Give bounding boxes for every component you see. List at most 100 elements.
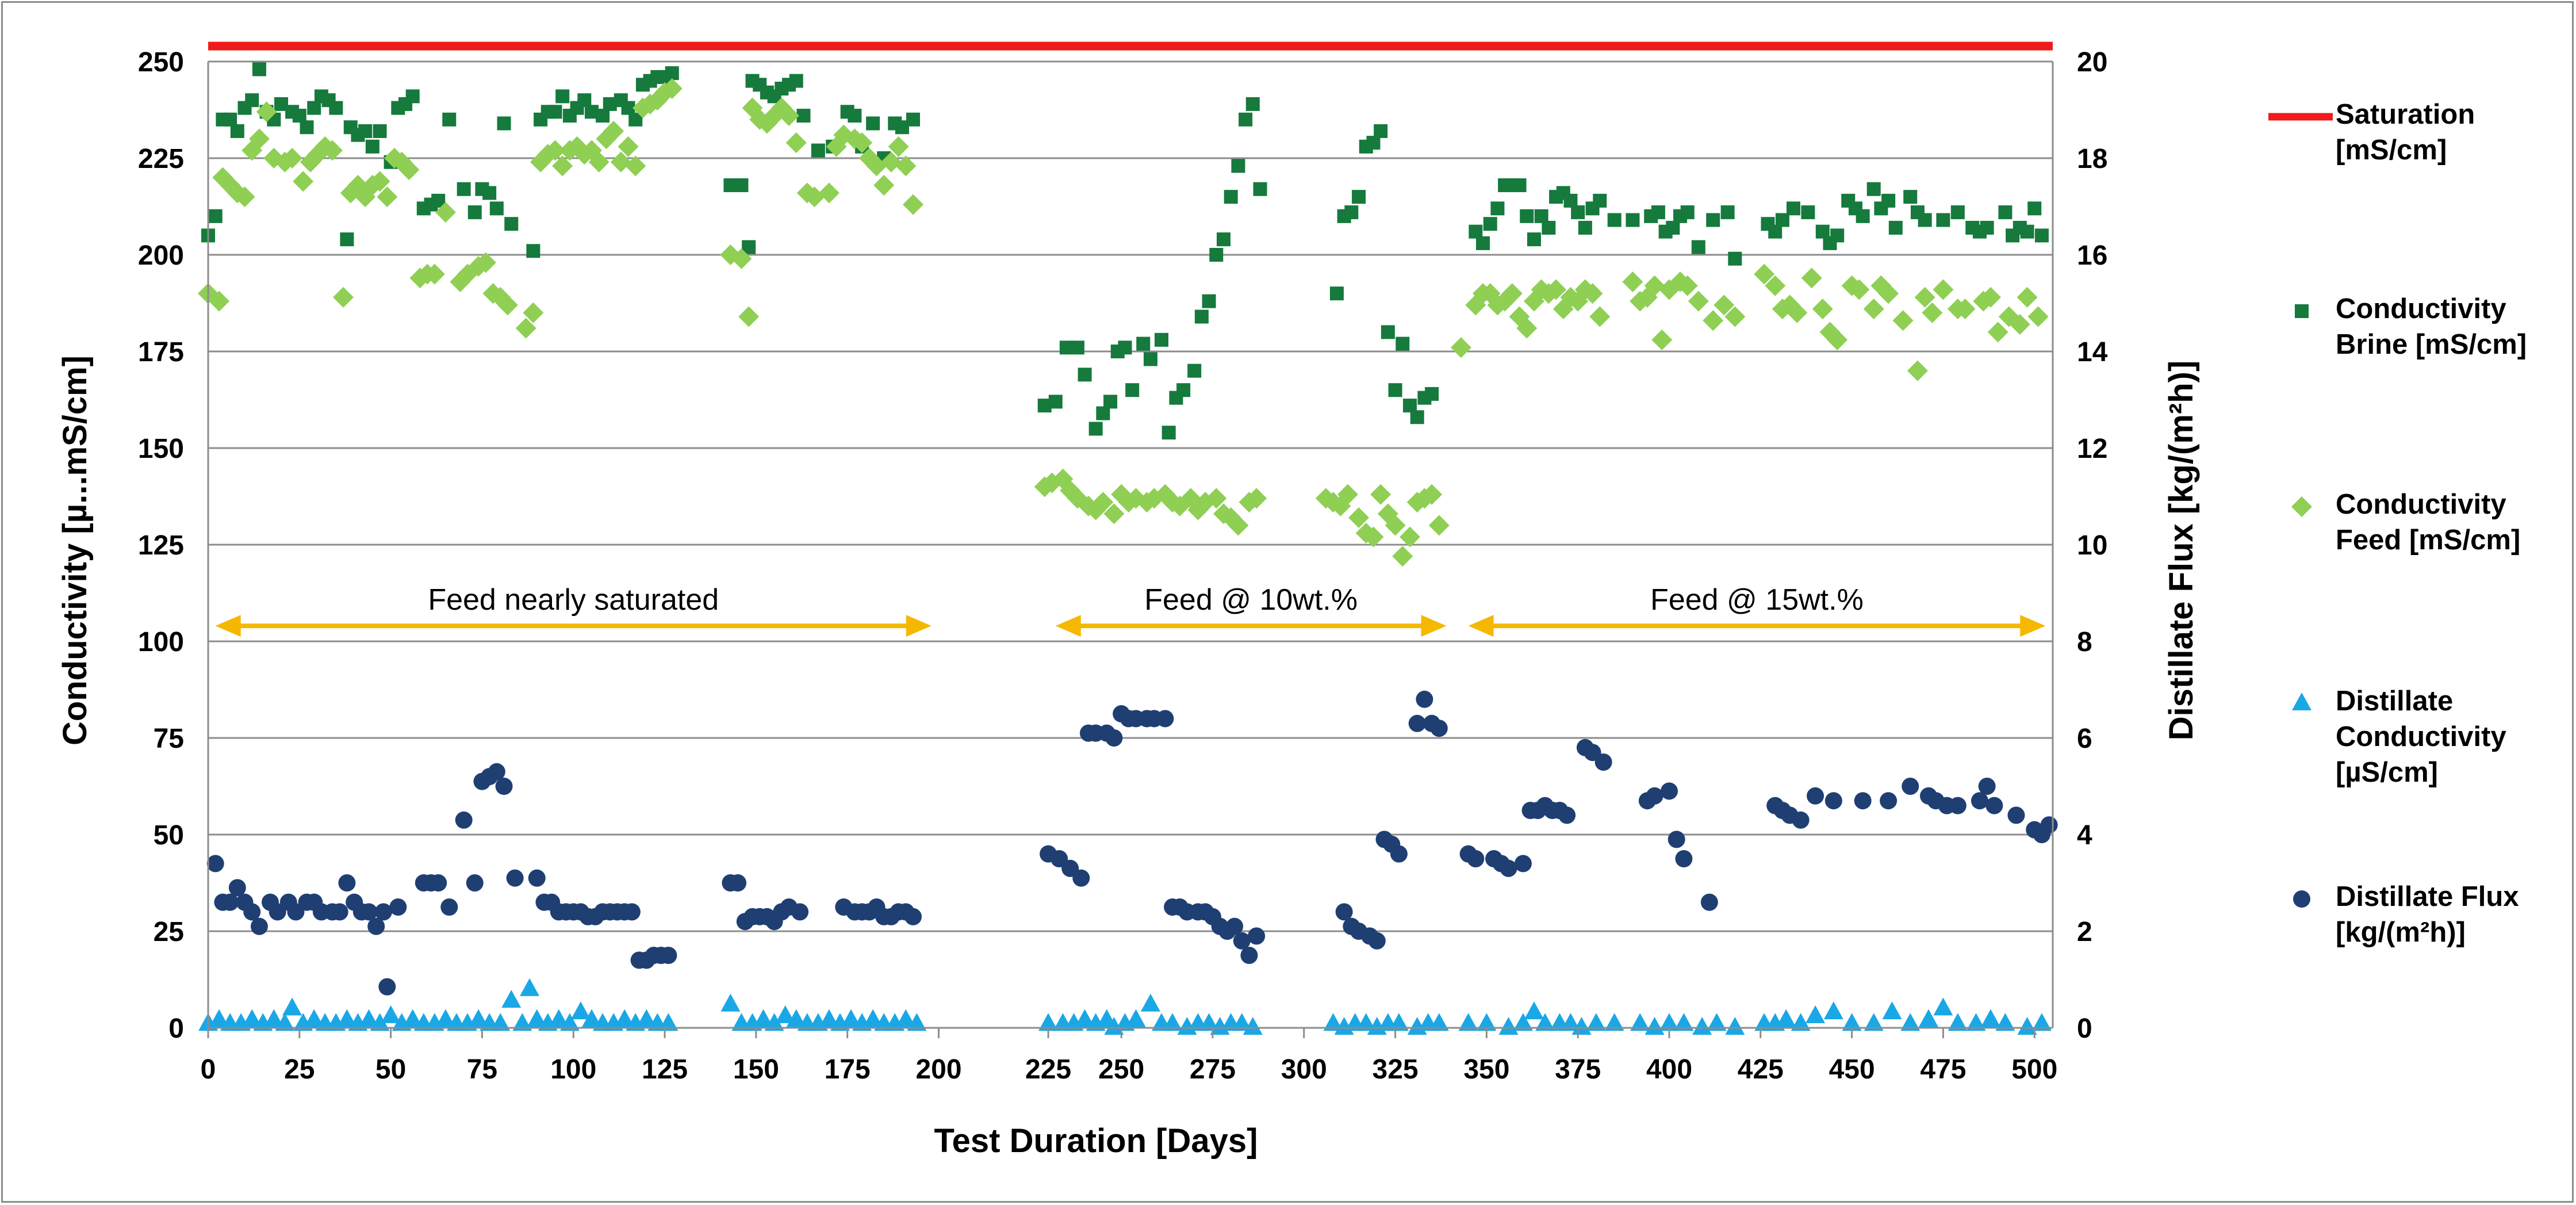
y-left-tick-label: 250 <box>138 47 184 78</box>
brine-conductivity-point <box>1881 193 1896 208</box>
distillate-flux-point <box>1949 797 1966 814</box>
y-right-tick-label: 18 <box>2077 144 2107 174</box>
chart-svg: Feed nearly saturated Feed @ 10wt.% Feed @… <box>56 41 2527 1160</box>
feed-conductivity-point <box>1987 322 2008 343</box>
x-tick-label: 375 <box>1555 1054 1601 1085</box>
feed-conductivity-point <box>1206 488 1227 509</box>
brine-conductivity-point <box>1593 193 1607 208</box>
distillate-conductivity-point <box>764 1013 784 1031</box>
brine-conductivity-point <box>1216 232 1230 247</box>
feed-conductivity-point <box>1246 488 1267 509</box>
feed-conductivity-point <box>1765 275 1786 296</box>
brine-conductivity-point <box>1512 178 1527 193</box>
distillate-flux-point <box>1248 927 1266 945</box>
distillate-conductivity-point <box>1864 1013 1884 1031</box>
brine-conductivity-point <box>1209 248 1224 262</box>
y-right-tick-label: 2 <box>2077 917 2092 947</box>
distillate-conductivity-point <box>1882 1001 1902 1020</box>
y-left-tick-label: 25 <box>154 917 184 947</box>
brine-conductivity-point <box>307 101 321 115</box>
distillate-conductivity-point <box>469 1009 489 1027</box>
feed-conductivity-point <box>1516 317 1538 339</box>
distillate-conductivity-point <box>1776 1009 1796 1027</box>
x-tick-label: 250 <box>1098 1054 1144 1085</box>
brine-conductivity-point <box>292 109 306 123</box>
distillate-flux-point <box>1985 797 2003 814</box>
distillate-flux-point <box>1824 792 1842 810</box>
brine-conductivity-point <box>1202 294 1216 308</box>
distillate-flux-point <box>1416 690 1433 708</box>
feed-conductivity-point <box>321 140 343 161</box>
distillate-conductivity-point <box>2017 1017 2037 1035</box>
brine-conductivity-point <box>548 105 562 119</box>
brine-conductivity-point <box>1239 112 1253 127</box>
distillate-flux-point <box>1594 753 1612 771</box>
legend-distillate-flux-label: Distillate Flux [kg/(m²h)] <box>2336 881 2519 948</box>
distillate-conductivity-point <box>907 1013 927 1031</box>
distillate-conductivity-point <box>1477 1013 1497 1031</box>
distillate-flux-point <box>360 903 378 921</box>
legend-brine-conductivity-swatch <box>2295 304 2309 318</box>
distillate-conductivity-point <box>1692 1017 1712 1035</box>
annotation-arrowhead-right <box>1421 615 1447 637</box>
distillate-conductivity-point <box>337 1009 357 1027</box>
distillate-flux-point <box>389 898 407 916</box>
brine-conductivity-point <box>1680 205 1695 220</box>
feed-conductivity-point <box>1933 279 1954 300</box>
feed-conductivity-point <box>1713 294 1735 316</box>
distillate-conductivity-point <box>435 1009 455 1027</box>
gridlines <box>208 60 2053 1029</box>
x-tick-label: 125 <box>642 1054 688 1085</box>
feed-conductivity-point <box>1348 507 1370 528</box>
feed-conductivity-point <box>1546 279 1567 300</box>
feed-conductivity-point <box>256 101 277 123</box>
feed-conductivity-point <box>1827 329 1848 350</box>
brine-conductivity-point <box>1088 422 1103 436</box>
distillate-flux-point <box>2007 806 2025 824</box>
brine-conductivity-point <box>1070 341 1084 355</box>
y-right-axis-title: Distillate Flux [kg/(m²h)] <box>2163 361 2200 741</box>
feed-conductivity-point <box>804 186 825 208</box>
distillate-conductivity-point <box>1919 1009 1939 1027</box>
distillate-flux-point <box>1226 917 1244 935</box>
feed-conductivity-point <box>1392 546 1413 567</box>
feed-conductivity-point <box>1399 526 1420 548</box>
brine-conductivity-point <box>1490 201 1505 216</box>
brine-conductivity-point <box>457 182 471 196</box>
brine-conductivity-point <box>1096 406 1110 420</box>
brine-conductivity-point <box>405 89 420 104</box>
feed-conductivity-point <box>1428 515 1450 536</box>
x-tick-label: 275 <box>1190 1054 1236 1085</box>
feed-conductivity-point <box>1980 286 2002 308</box>
feed-conductivity-point <box>1337 484 1358 505</box>
feed-conductivity-point <box>282 148 303 169</box>
distillate-conductivity-point <box>1389 1013 1409 1031</box>
distillate-flux-point <box>791 903 809 921</box>
feed-conductivity-point <box>818 182 839 204</box>
brine-conductivity-point <box>1856 209 1870 223</box>
annotation-label: Feed @ 15wt.% <box>1650 583 1864 617</box>
x-tick-label: 200 <box>915 1054 961 1085</box>
y-right-tick-label: 0 <box>2077 1013 2092 1044</box>
brine-conductivity-point <box>1344 205 1359 220</box>
brine-conductivity-point <box>1374 124 1388 138</box>
y-left-tick-label: 175 <box>138 337 184 368</box>
brine-conductivity-point <box>230 124 244 138</box>
brine-conductivity-point <box>1410 410 1424 424</box>
y-left-tick-label: 150 <box>138 434 184 464</box>
feed-conductivity-point <box>234 186 255 208</box>
feed-conductivity-point <box>552 155 573 177</box>
brine-conductivity-point <box>1563 193 1578 208</box>
feed-conductivity-point <box>398 159 420 181</box>
feed-conductivity-point <box>618 136 639 157</box>
x-tick-label: 225 <box>1025 1054 1071 1085</box>
distillate-conductivity-point <box>520 978 540 996</box>
brine-conductivity-point <box>467 205 482 220</box>
feed-conductivity-point <box>1385 515 1406 536</box>
brine-conductivity-point <box>1866 182 1881 196</box>
distillate-conductivity-point <box>1163 1013 1183 1031</box>
feed-conductivity-point <box>435 202 456 223</box>
distillate-flux-point <box>1854 792 1872 810</box>
x-tick-label: 100 <box>550 1054 596 1085</box>
brine-conductivity-point <box>1176 383 1191 397</box>
